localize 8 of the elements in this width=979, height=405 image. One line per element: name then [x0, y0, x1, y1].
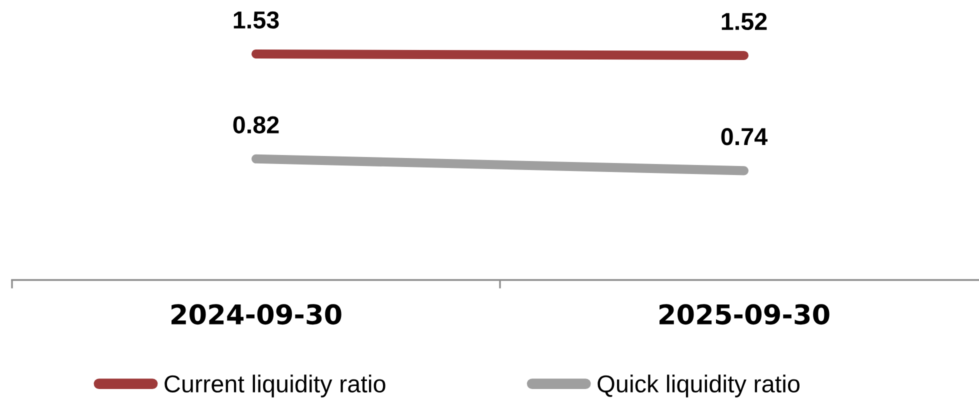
data-label: 0.82	[233, 116, 279, 134]
x-tick-label: 2024-09-30	[172, 304, 342, 325]
data-label: 1.52	[722, 12, 767, 30]
data-label: 1.53	[234, 11, 279, 29]
legend-label: Current liquidity ratio	[164, 374, 386, 398]
data-label: 0.74	[721, 128, 768, 146]
x-tick-label: 2025-09-30	[660, 304, 830, 325]
legend-label: Quick liquidity ratio	[598, 374, 800, 398]
